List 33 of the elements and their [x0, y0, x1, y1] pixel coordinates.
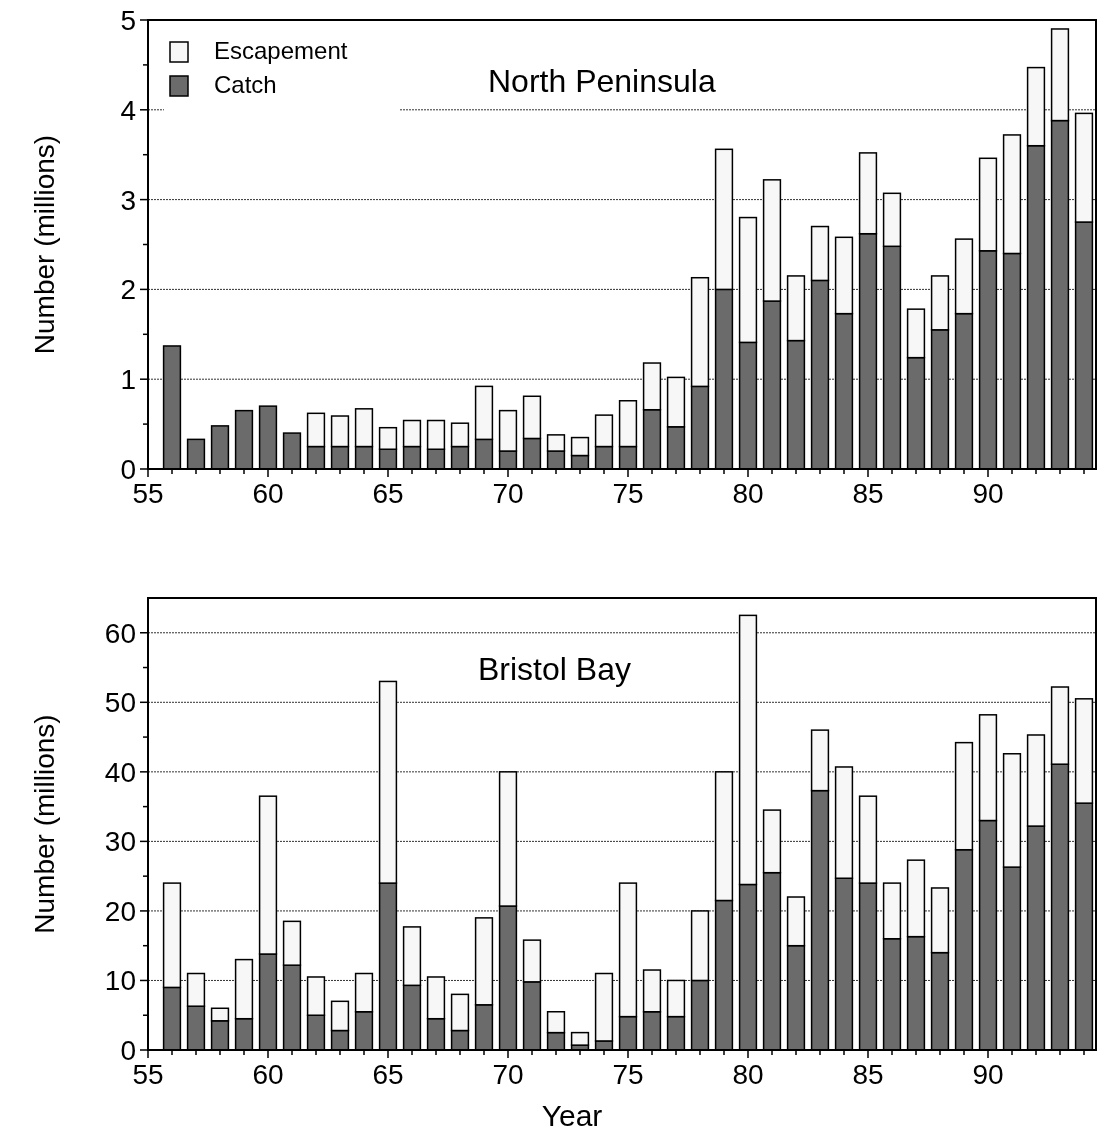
legend-label: Catch: [214, 71, 277, 98]
x-tick-label: 75: [612, 478, 644, 509]
y-tick-label: 60: [104, 617, 136, 649]
x-tick-label: 80: [732, 1059, 764, 1090]
x-tick-label: 60: [252, 478, 284, 509]
y-tick-label: 3: [120, 184, 136, 216]
x-tick-label: 85: [852, 478, 884, 509]
x-tick-label: 75: [612, 1059, 644, 1090]
x-tick-label: 70: [492, 478, 524, 509]
y-tick-label: 4: [120, 94, 136, 126]
y-axis-title: Number (millions): [29, 134, 60, 355]
y-tick-label: 10: [104, 965, 136, 997]
x-axis-title: Year: [541, 1099, 603, 1132]
x-tick-label: 90: [972, 1059, 1004, 1090]
y-tick-label: 5: [120, 5, 136, 36]
x-tick-label: 85: [852, 1059, 884, 1090]
x-tick-label: 70: [492, 1059, 524, 1090]
y-tick-label: 20: [104, 895, 136, 927]
y-tick-label: 30: [104, 826, 136, 858]
x-tick-label: 80: [732, 478, 764, 509]
legend-label: Escapement: [214, 37, 348, 64]
x-tick-label: 65: [372, 478, 404, 509]
bar: [570, 1031, 590, 1046]
text: North Peninsula: [488, 63, 716, 99]
y-tick-label: 50: [104, 687, 136, 719]
y-tick-label: 1: [120, 364, 136, 396]
x-tick-label: 60: [252, 1059, 284, 1090]
x-tick-label: 90: [972, 478, 1004, 509]
x-tick-label: 65: [372, 1059, 404, 1090]
text: Bristol Bay: [478, 651, 631, 687]
y-tick-label: 40: [104, 756, 136, 788]
y-tick-label: 2: [120, 274, 136, 306]
y-axis-title: Number (millions): [29, 714, 60, 934]
